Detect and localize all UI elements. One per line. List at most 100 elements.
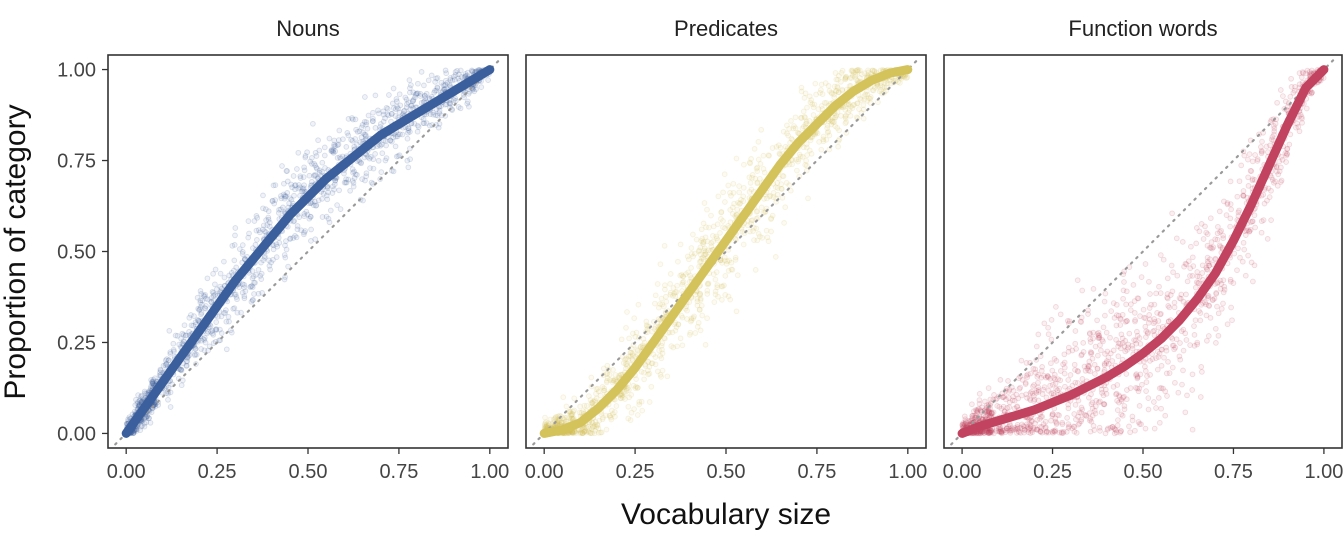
scatter-point xyxy=(1169,288,1176,295)
scatter-point xyxy=(252,241,259,248)
scatter-point xyxy=(1199,262,1206,269)
scatter-point xyxy=(177,367,184,373)
scatter-point xyxy=(826,132,833,139)
scatter-point xyxy=(1079,376,1086,382)
scatter-point xyxy=(1050,390,1057,396)
scatter-point xyxy=(819,106,826,112)
scatter-point xyxy=(354,128,361,135)
scatter-point xyxy=(828,121,835,128)
scatter-point xyxy=(786,161,793,168)
scatter-point xyxy=(125,416,131,423)
scatter-point xyxy=(239,281,246,288)
scatter-point xyxy=(731,200,737,207)
scatter-point xyxy=(1083,413,1089,419)
scatter-point xyxy=(375,157,382,164)
scatter-point xyxy=(468,67,475,74)
scatter-point xyxy=(1188,243,1194,250)
y-tick-label: 0.00 xyxy=(57,423,96,445)
scatter-point xyxy=(374,143,381,150)
scatter-point xyxy=(307,213,314,220)
scatter-point xyxy=(1143,388,1149,394)
scatter-point xyxy=(579,430,586,436)
scatter-point xyxy=(276,206,282,213)
scatter-point xyxy=(1094,365,1101,372)
scatter-point xyxy=(795,130,802,137)
scatter-point xyxy=(686,256,692,263)
scatter-point xyxy=(351,175,358,181)
scatter-point xyxy=(654,368,661,375)
scatter-point xyxy=(270,182,277,189)
scatter-point xyxy=(854,67,861,73)
scatter-point xyxy=(1139,381,1145,388)
scatter-point xyxy=(363,170,370,177)
scatter-point xyxy=(1056,429,1063,436)
scatter-point xyxy=(1158,405,1164,412)
scatter-point xyxy=(1097,428,1103,434)
scatter-point xyxy=(640,336,647,342)
scatter-point xyxy=(997,429,1003,436)
scatter-point xyxy=(727,189,733,196)
scatter-point xyxy=(722,292,729,298)
scatter-point xyxy=(1132,317,1138,323)
scatter-point xyxy=(590,423,596,430)
scatter-point xyxy=(1007,429,1014,436)
scatter-point xyxy=(152,401,159,407)
scatter-point xyxy=(595,425,602,432)
scatter-point xyxy=(636,401,643,408)
scatter-point xyxy=(1197,310,1204,316)
scatter-point xyxy=(147,419,154,426)
scatter-point xyxy=(1203,229,1210,236)
scatter-point xyxy=(748,156,754,162)
scatter-point xyxy=(1193,279,1200,286)
scatter-point xyxy=(431,89,437,96)
scatter-point xyxy=(1174,272,1181,279)
scatter-point xyxy=(148,377,154,383)
scatter-point xyxy=(1258,150,1265,157)
scatter-point xyxy=(852,73,858,80)
scatter-point xyxy=(1092,403,1099,410)
scatter-point xyxy=(633,383,640,390)
scatter-point xyxy=(700,239,706,246)
scatter-point xyxy=(455,75,462,82)
scatter-point xyxy=(1066,318,1073,325)
scatter-point xyxy=(1240,239,1247,246)
scatter-point xyxy=(1165,303,1172,309)
scatter-point xyxy=(273,254,280,260)
scatter-point xyxy=(774,185,781,191)
scatter-point xyxy=(461,74,468,81)
scatter-point xyxy=(1153,290,1159,297)
scatter-point xyxy=(1041,320,1048,327)
scatter-point xyxy=(138,423,144,430)
scatter-point xyxy=(442,67,449,74)
scatter-point xyxy=(301,164,307,171)
scatter-point xyxy=(1158,310,1164,317)
scatter-point xyxy=(698,226,705,233)
scatter-point xyxy=(377,124,383,130)
scatter-point xyxy=(589,420,596,427)
scatter-point xyxy=(428,72,435,79)
scatter-point xyxy=(239,242,246,248)
scatter-point xyxy=(405,127,412,134)
scatter-point xyxy=(363,119,370,126)
scatter-point xyxy=(1002,429,1009,436)
scatter-point xyxy=(401,108,407,115)
scatter-point xyxy=(677,241,684,248)
scatter-point xyxy=(377,142,384,149)
scatter-point xyxy=(824,125,830,131)
scatter-point xyxy=(981,430,987,436)
scatter-point xyxy=(811,101,818,108)
scatter-point xyxy=(297,175,304,181)
scatter-point xyxy=(393,153,400,160)
scatter-point xyxy=(1109,424,1116,430)
scatter-point xyxy=(827,116,834,123)
scatter-point xyxy=(270,246,277,253)
scatter-point xyxy=(390,168,397,175)
scatter-point xyxy=(410,89,417,96)
scatter-point xyxy=(315,197,322,204)
scatter-point xyxy=(1206,303,1213,309)
plot-area xyxy=(114,57,502,446)
scatter-point xyxy=(618,371,624,378)
scatter-point xyxy=(1258,218,1265,225)
scatter-point xyxy=(624,309,630,315)
scatter-point xyxy=(596,417,603,424)
